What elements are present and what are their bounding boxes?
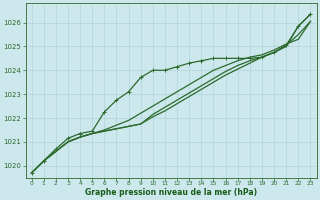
X-axis label: Graphe pression niveau de la mer (hPa): Graphe pression niveau de la mer (hPa) [85,188,257,197]
